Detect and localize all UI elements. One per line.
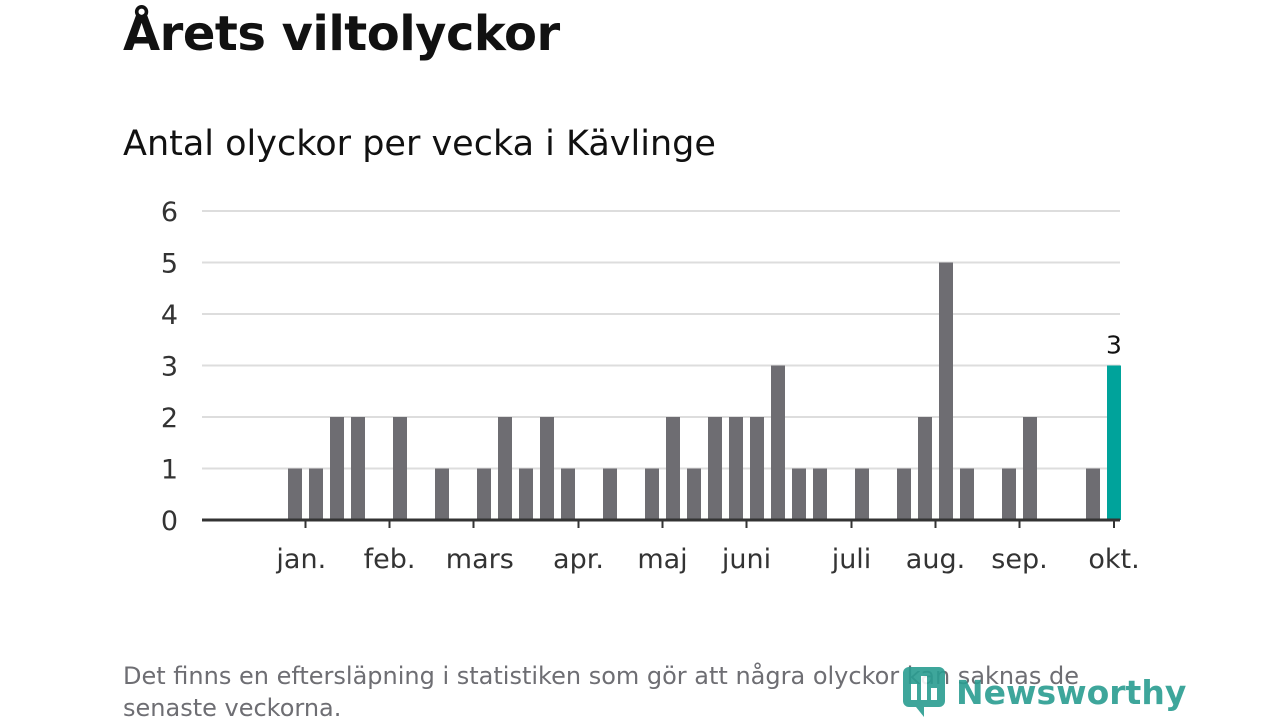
bar	[288, 468, 302, 520]
bar	[918, 417, 932, 520]
bar	[645, 468, 659, 520]
x-tick-label: aug.	[906, 544, 965, 575]
x-tick-label: maj	[637, 544, 687, 575]
brand-name: Newsworthy	[956, 672, 1187, 712]
brand-logo: Newsworthy	[902, 666, 1186, 718]
bar	[540, 417, 554, 520]
bar	[561, 468, 575, 520]
bar	[729, 417, 743, 520]
bar	[330, 417, 344, 520]
x-tick-label: mars	[446, 544, 514, 575]
bar	[603, 468, 617, 520]
x-tick-label: feb.	[364, 544, 416, 575]
x-tick-label: juni	[721, 544, 771, 575]
y-tick-label: 0	[161, 506, 178, 537]
bar	[960, 468, 974, 520]
bar	[897, 468, 911, 520]
bar	[666, 417, 680, 520]
bar	[1002, 468, 1016, 520]
bar-highlight	[1107, 365, 1121, 520]
y-tick-label: 1	[161, 455, 178, 486]
x-tick-label: apr.	[553, 544, 604, 575]
y-tick-label: 4	[161, 300, 178, 331]
bar	[498, 417, 512, 520]
bar	[435, 468, 449, 520]
bar	[393, 417, 407, 520]
bar	[771, 365, 785, 520]
bar	[855, 468, 869, 520]
bar	[939, 262, 953, 520]
bar-chart: 0 1 2 3 4 5 6 3 jan. feb. mars apr. maj juni juli aug. s…	[161, 197, 1140, 575]
bar	[1086, 468, 1100, 520]
x-tick-label: okt.	[1088, 544, 1139, 575]
bar	[309, 468, 323, 520]
page-title: Årets viltolyckor	[123, 6, 560, 62]
y-tick-label: 3	[161, 352, 178, 383]
bar	[687, 468, 701, 520]
bar	[351, 417, 365, 520]
x-tick-label: juli	[831, 544, 872, 575]
bar	[519, 468, 533, 520]
bar	[792, 468, 806, 520]
bar	[477, 468, 491, 520]
chart-subtitle: Antal olyckor per vecka i Kävlinge	[123, 124, 716, 164]
data-label: 3	[1106, 331, 1122, 360]
bar	[750, 417, 764, 520]
x-tick-label: sep.	[991, 544, 1047, 575]
x-tick-label: jan.	[275, 544, 326, 575]
y-tick-label: 6	[161, 197, 178, 228]
bar	[813, 468, 827, 520]
bar	[1023, 417, 1037, 520]
bar	[708, 417, 722, 520]
newsworthy-logo-icon	[903, 667, 945, 717]
y-tick-label: 5	[161, 249, 178, 280]
y-tick-label: 2	[161, 403, 178, 434]
